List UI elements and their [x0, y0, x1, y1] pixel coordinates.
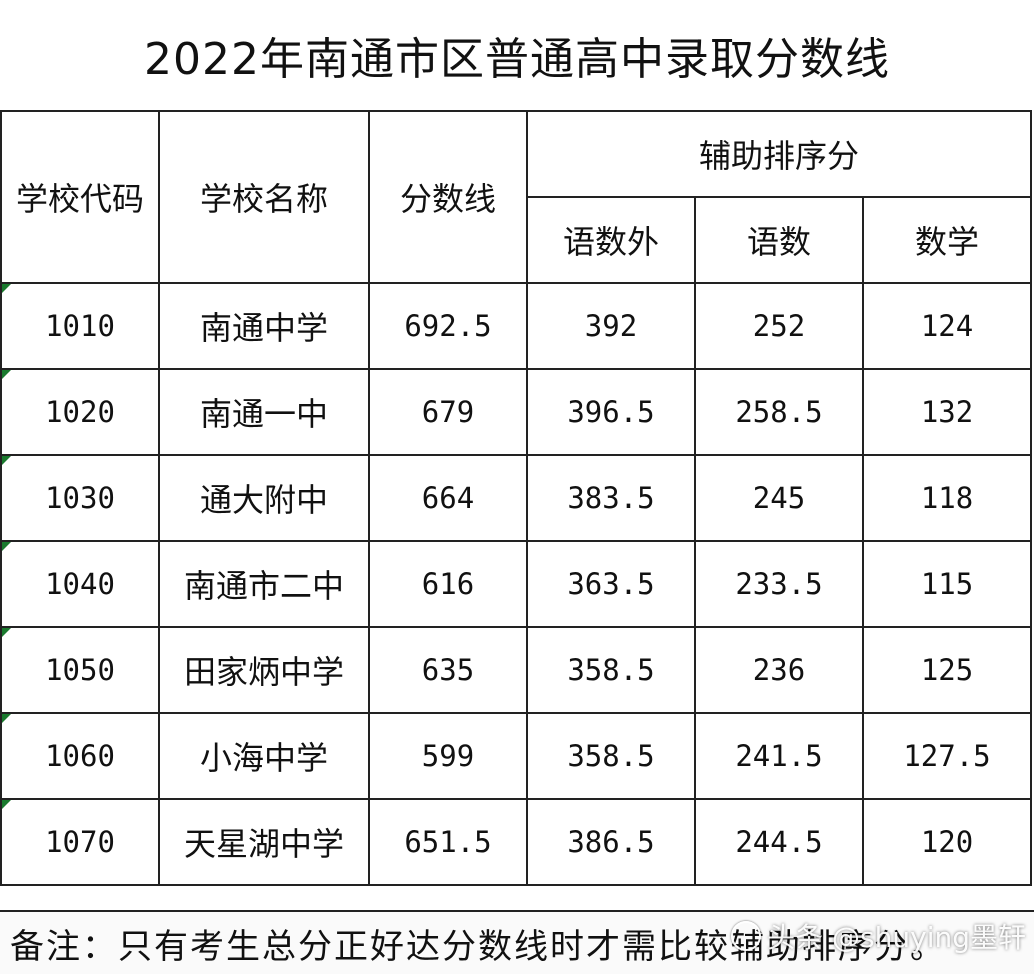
chinese-math-english-cell: 392 — [526, 282, 696, 370]
table-row: 1010 南通中学 692.5 392 252 124 — [0, 282, 1033, 370]
school-code-cell: 1040 — [0, 540, 160, 628]
school-name-cell: 田家炳中学 — [158, 626, 370, 714]
school-code-cell: 1030 — [0, 454, 160, 542]
score-table: 学校代码 学校名称 分数线 辅助排序分 语数外 语数 数学 1010 南通中学 … — [0, 110, 1033, 886]
school-code: 1060 — [45, 739, 115, 773]
school-name-cell: 小海中学 — [158, 712, 370, 800]
school-name-cell: 通大附中 — [158, 454, 370, 542]
school-name-cell: 天星湖中学 — [158, 798, 370, 886]
school-name-cell: 南通市二中 — [158, 540, 370, 628]
math-cell: 115 — [861, 540, 1033, 628]
score-line-cell: 616 — [368, 540, 528, 628]
table-row: 1030 通大附中 664 383.5 245 118 — [0, 454, 1033, 542]
table-row: 1070 天星湖中学 651.5 386.5 244.5 120 — [0, 798, 1033, 886]
header-chinese-math-english: 语数外 — [526, 196, 696, 284]
chinese-math-english-cell: 363.5 — [526, 540, 696, 628]
table-row: 1040 南通市二中 616 363.5 233.5 115 — [0, 540, 1033, 628]
math-cell: 124 — [861, 282, 1033, 370]
school-code: 1050 — [45, 653, 115, 687]
cell-marker-icon — [2, 284, 11, 293]
cell-marker-icon — [2, 628, 11, 637]
header-math: 数学 — [861, 196, 1033, 284]
chinese-math-cell: 233.5 — [694, 540, 864, 628]
cell-marker-icon — [2, 800, 11, 809]
page-title: 2022年南通市区普通高中录取分数线 — [144, 34, 890, 85]
school-code-cell: 1070 — [0, 798, 160, 886]
score-line-cell: 651.5 — [368, 798, 528, 886]
chinese-math-english-cell: 358.5 — [526, 626, 696, 714]
footnote: 备注：只有考生总分正好达分数线时才需比较辅助排序分。 — [0, 910, 1034, 974]
school-code-cell: 1020 — [0, 368, 160, 456]
school-code: 1070 — [45, 825, 115, 859]
chinese-math-cell: 236 — [694, 626, 864, 714]
watermark: 头条 @shuying墨轩 — [731, 916, 1026, 956]
chinese-math-english-cell: 358.5 — [526, 712, 696, 800]
math-cell: 118 — [861, 454, 1033, 542]
table-row: 1050 田家炳中学 635 358.5 236 125 — [0, 626, 1033, 714]
header-chinese-math: 语数 — [694, 196, 864, 284]
header-school-code: 学校代码 — [0, 110, 160, 284]
header-aux-sort-score: 辅助排序分 — [525, 110, 1033, 198]
header-score-line: 分数线 — [368, 110, 528, 284]
school-code: 1030 — [45, 481, 115, 515]
chinese-math-cell: 241.5 — [694, 712, 864, 800]
chinese-math-english-cell: 386.5 — [526, 798, 696, 886]
math-cell: 132 — [861, 368, 1033, 456]
cell-marker-icon — [2, 542, 11, 551]
school-code: 1020 — [45, 395, 115, 429]
chinese-math-cell: 258.5 — [694, 368, 864, 456]
score-line-cell: 664 — [368, 454, 528, 542]
school-code-cell: 1010 — [0, 282, 160, 370]
table-row: 1060 小海中学 599 358.5 241.5 127.5 — [0, 712, 1033, 800]
school-code-cell: 1060 — [0, 712, 160, 800]
score-line-cell: 679 — [368, 368, 528, 456]
cell-marker-icon — [2, 370, 11, 379]
school-code-cell: 1050 — [0, 626, 160, 714]
watermark-logo-icon — [731, 921, 762, 951]
cell-marker-icon — [2, 714, 11, 723]
school-name-cell: 南通中学 — [158, 282, 370, 370]
chinese-math-cell: 244.5 — [694, 798, 864, 886]
score-line-cell: 692.5 — [368, 282, 528, 370]
table-row: 1020 南通一中 679 396.5 258.5 132 — [0, 368, 1033, 456]
watermark-text: 头条 @shuying墨轩 — [767, 921, 1026, 954]
school-code: 1010 — [45, 309, 115, 343]
score-line-cell: 635 — [368, 626, 528, 714]
chinese-math-english-cell: 383.5 — [526, 454, 696, 542]
chinese-math-cell: 252 — [694, 282, 864, 370]
cell-marker-icon — [2, 456, 11, 465]
math-cell: 120 — [861, 798, 1033, 886]
chinese-math-english-cell: 396.5 — [526, 368, 696, 456]
school-code: 1040 — [45, 567, 115, 601]
header-school-name: 学校名称 — [158, 110, 370, 284]
chinese-math-cell: 245 — [694, 454, 864, 542]
school-name-cell: 南通一中 — [158, 368, 370, 456]
math-cell: 127.5 — [861, 712, 1033, 800]
math-cell: 125 — [861, 626, 1033, 714]
score-line-cell: 599 — [368, 712, 528, 800]
